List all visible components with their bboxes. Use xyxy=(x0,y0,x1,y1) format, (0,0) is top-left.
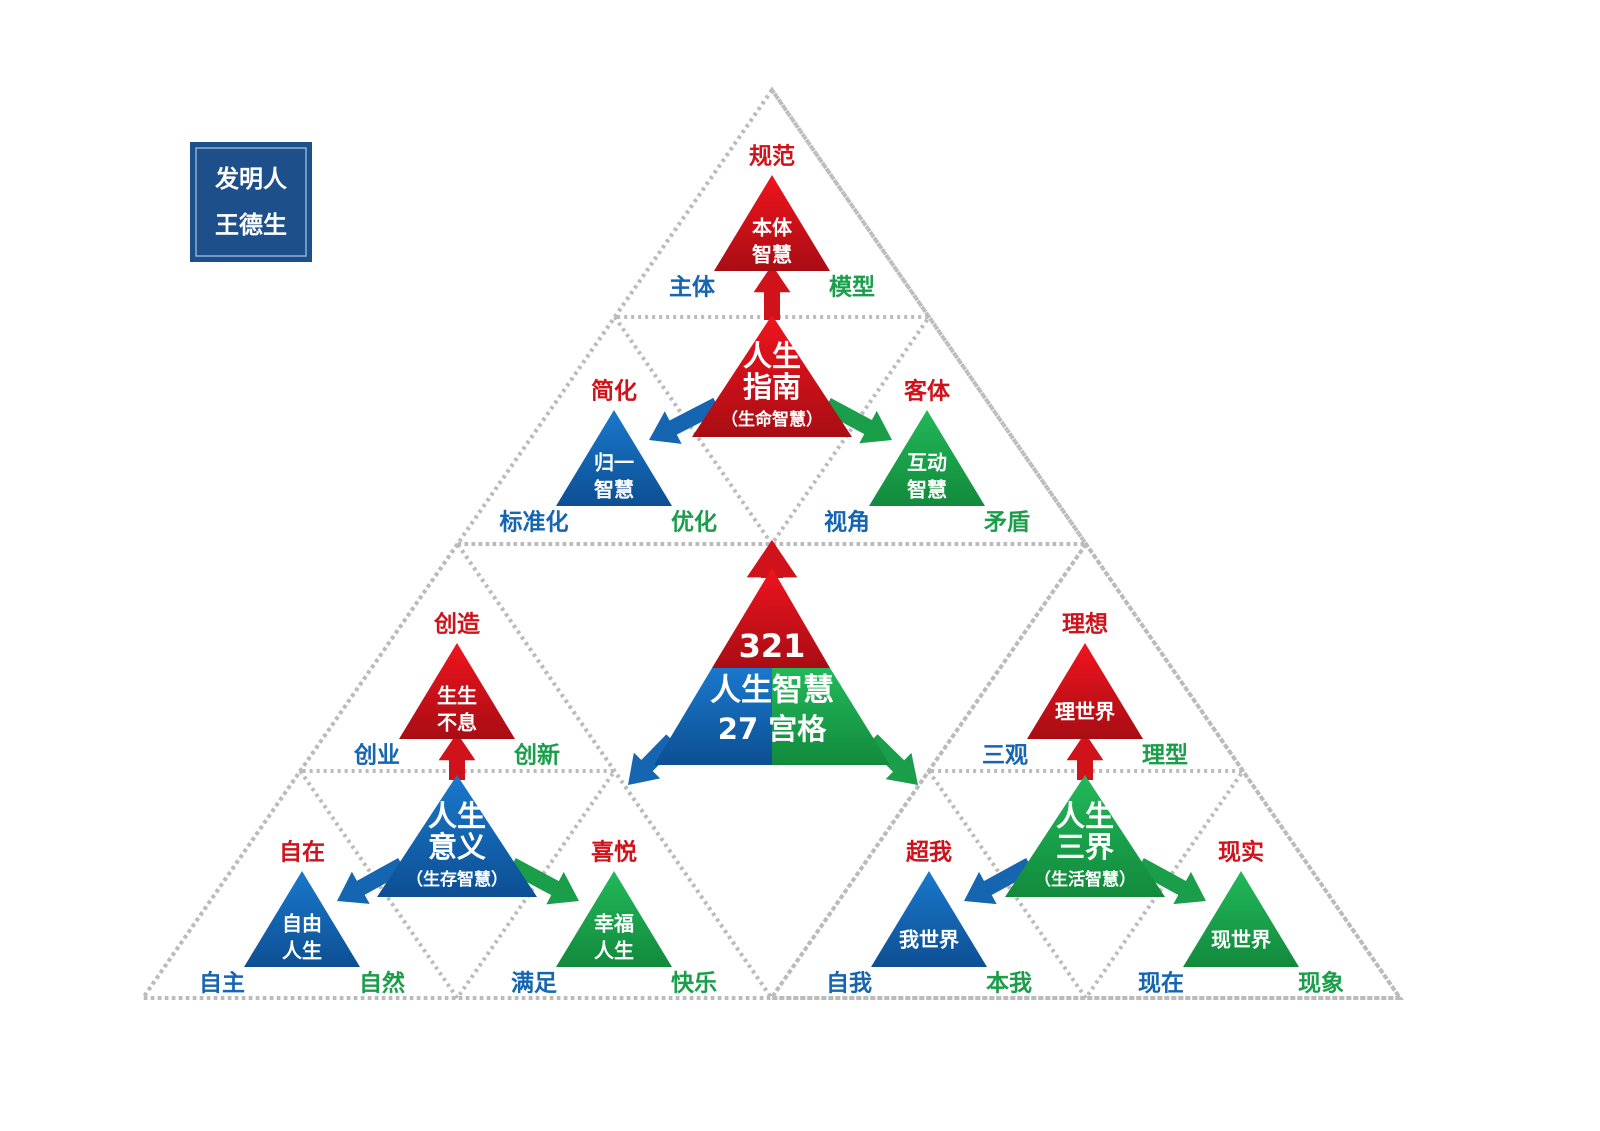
satellite-left: 自主 xyxy=(199,970,245,997)
satellite-text: 互动 xyxy=(907,451,947,475)
arrow xyxy=(337,858,406,904)
satellite-text: 人生 xyxy=(282,939,322,963)
grid-line xyxy=(767,540,1404,1000)
hub-note: （生命智慧） xyxy=(721,409,823,430)
hub-text: 三界 xyxy=(1056,830,1114,864)
satellite-left: 现在 xyxy=(1138,970,1184,997)
stamp: 发明人 王德生 xyxy=(190,142,312,262)
hub-triangle xyxy=(377,775,537,897)
satellite-text: 智慧 xyxy=(594,478,634,502)
arrow xyxy=(964,857,1034,905)
satellite-right: 矛盾 xyxy=(984,510,1030,536)
hub-text: 人生 xyxy=(1056,799,1114,833)
hub-text: 意义 xyxy=(428,830,486,864)
arrow xyxy=(1136,857,1206,905)
satellite-label: 喜悦 xyxy=(591,839,637,866)
satellite-left: 主体 xyxy=(669,275,716,301)
satellite-triangle xyxy=(871,871,987,967)
satellite-label: 简化 xyxy=(591,378,637,405)
center-green xyxy=(772,668,890,765)
center-text: 27 宫格 xyxy=(718,712,827,746)
hub-note: （生活智慧） xyxy=(1034,869,1136,890)
grid-line xyxy=(453,542,1090,1002)
satellite-text: 智慧 xyxy=(752,243,792,267)
satellite-triangle xyxy=(556,410,672,506)
satellite-label: 客体 xyxy=(904,378,951,405)
arrow xyxy=(746,540,798,578)
satellite-left: 标准化 xyxy=(500,509,569,536)
satellite-right: 优化 xyxy=(671,509,717,536)
satellite-text: 生生 xyxy=(437,684,477,708)
arrow xyxy=(1066,733,1104,780)
satellite-right: 本我 xyxy=(986,971,1032,997)
satellite-label: 理想 xyxy=(1062,612,1108,638)
hub-text: 人生 xyxy=(428,799,486,833)
satellite-left: 创业 xyxy=(353,743,400,769)
satellite-right: 自然 xyxy=(359,970,405,997)
center-red xyxy=(712,568,830,668)
satellite-left: 三观 xyxy=(982,743,1028,769)
arrow xyxy=(438,733,476,780)
center-text: 321 xyxy=(739,627,806,665)
hub-triangle xyxy=(692,315,852,437)
satellite-left: 视角 xyxy=(824,509,870,536)
stamp-border xyxy=(195,147,307,257)
satellite-right: 快乐 xyxy=(671,971,717,997)
satellite-label: 规范 xyxy=(749,144,795,170)
satellite-triangle xyxy=(1027,643,1143,739)
grid-line xyxy=(453,86,1090,546)
satellite-text: 归一 xyxy=(594,451,634,475)
satellite-left: 满足 xyxy=(511,971,557,997)
stamp-text: 发明人 xyxy=(214,165,287,193)
hub-text: 指南 xyxy=(743,370,801,404)
satellite-text: 我世界 xyxy=(899,928,959,952)
satellite-label: 现实 xyxy=(1218,839,1264,866)
satellite-label: 超我 xyxy=(906,840,952,866)
arrow xyxy=(649,397,721,444)
satellite-text: 自由 xyxy=(282,912,322,936)
arrow xyxy=(508,857,579,905)
hub-note: （生存智慧） xyxy=(406,869,508,890)
satellite-right: 模型 xyxy=(829,275,875,301)
satellite-text: 不息 xyxy=(437,711,477,735)
satellite-label: 创造 xyxy=(433,612,481,638)
satellite-text: 智慧 xyxy=(907,478,947,502)
satellite-left: 自我 xyxy=(826,970,872,997)
hub-text: 人生 xyxy=(743,339,801,373)
satellite-right: 创新 xyxy=(513,742,560,769)
satellite-text: 现世界 xyxy=(1211,928,1271,952)
satellite-text: 理世界 xyxy=(1055,700,1115,724)
center-blue xyxy=(654,668,772,765)
satellite-triangle xyxy=(244,871,360,967)
center-text: 人生智慧 xyxy=(710,673,834,709)
satellite-triangle xyxy=(1183,871,1299,967)
satellite-right: 现象 xyxy=(1298,970,1344,997)
stamp-text: 王德生 xyxy=(215,211,287,239)
stamp-box xyxy=(190,142,312,262)
hub-triangle xyxy=(1005,775,1165,897)
arrow xyxy=(753,265,791,320)
satellite-text: 幸福 xyxy=(594,912,634,936)
satellite-label: 自在 xyxy=(279,839,325,866)
satellite-triangle xyxy=(714,175,830,271)
satellite-triangle xyxy=(399,643,515,739)
arrow xyxy=(823,397,892,444)
satellite-triangle xyxy=(869,410,985,506)
satellite-text: 人生 xyxy=(594,939,634,963)
satellite-text: 本体 xyxy=(752,216,793,240)
satellite-right: 理型 xyxy=(1142,743,1188,769)
arrow xyxy=(866,734,918,785)
satellite-triangle xyxy=(556,871,672,967)
